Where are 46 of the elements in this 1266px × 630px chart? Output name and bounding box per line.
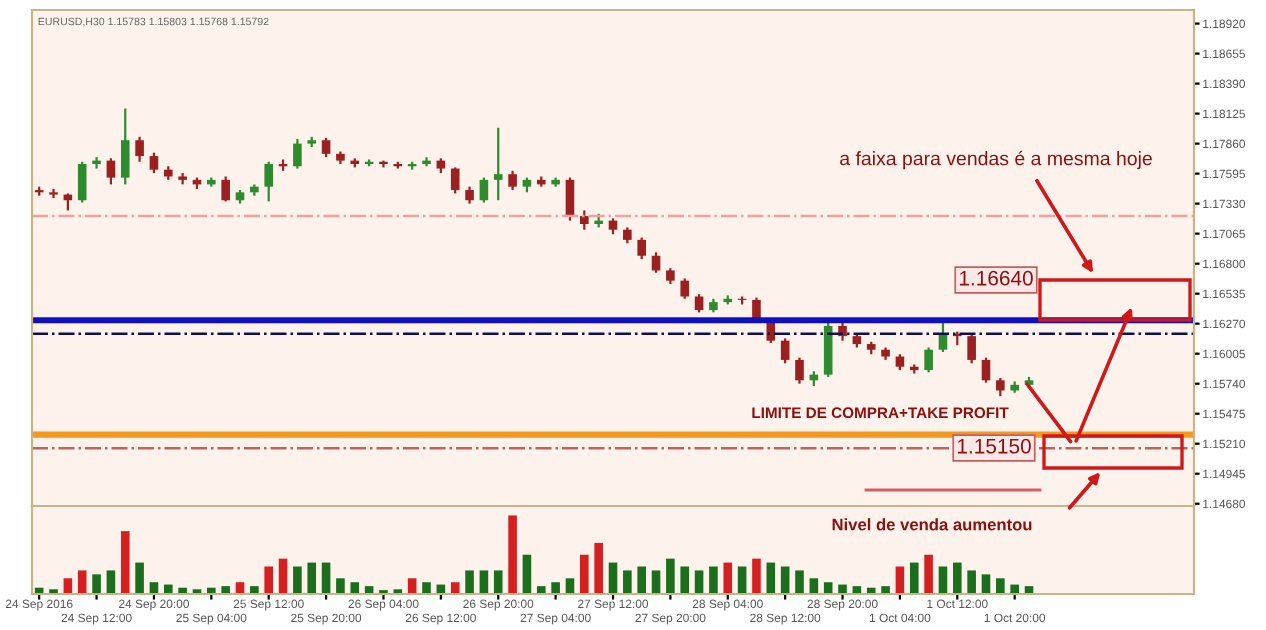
bar	[709, 566, 718, 594]
bar	[637, 566, 646, 594]
bar	[106, 570, 116, 594]
bar	[307, 562, 317, 594]
bar	[250, 586, 259, 594]
bar	[909, 562, 919, 594]
bar	[522, 554, 532, 594]
bar	[996, 578, 1005, 594]
bar	[508, 515, 517, 594]
bar	[422, 582, 431, 594]
bar	[135, 562, 144, 594]
bar	[752, 558, 761, 594]
bar	[651, 570, 661, 594]
bar	[723, 562, 733, 594]
bar	[881, 586, 890, 594]
bar	[594, 542, 603, 594]
bar	[952, 562, 962, 594]
bar	[924, 554, 933, 594]
bar	[623, 570, 632, 594]
annotation: Nivel de venda aumentou	[832, 518, 1032, 531]
bar	[336, 578, 345, 594]
bar	[580, 554, 589, 594]
bar	[694, 570, 704, 594]
annotation: a faixa para vendas é a mesma hoje	[840, 150, 1152, 170]
bar	[551, 582, 560, 594]
bar	[350, 582, 360, 594]
bar	[766, 562, 776, 594]
bar	[293, 566, 302, 594]
bar	[536, 586, 546, 594]
bar	[120, 531, 130, 594]
bar	[493, 570, 503, 594]
bar	[981, 574, 991, 594]
bar	[479, 570, 489, 594]
bar	[666, 558, 675, 594]
bar	[465, 570, 474, 594]
bar	[92, 574, 101, 594]
bar	[450, 582, 460, 594]
bar	[221, 586, 230, 594]
annotation: 1.16640	[959, 270, 1033, 286]
bar	[795, 570, 804, 594]
bar	[680, 566, 690, 594]
bar	[264, 566, 274, 594]
bar	[967, 570, 976, 594]
candlestick	[49, 187, 58, 200]
bar	[77, 570, 87, 594]
annotation: 1.15150	[957, 438, 1031, 454]
